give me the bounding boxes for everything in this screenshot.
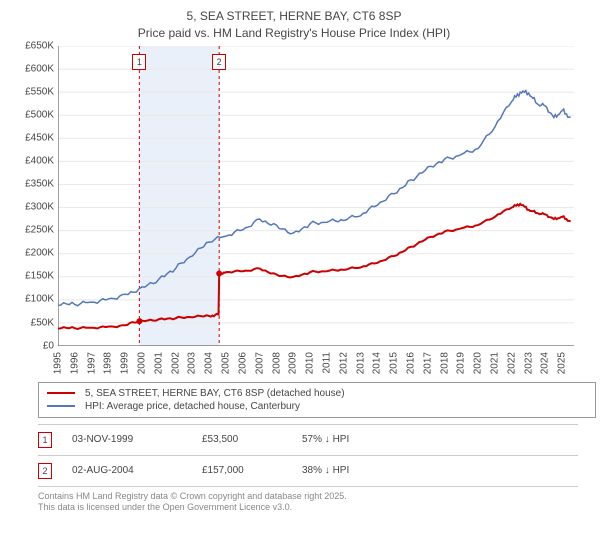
y-tick-label: £550K [25, 86, 54, 97]
y-tick-label: £500K [25, 109, 54, 120]
x-tick-label: 2003 [187, 352, 198, 374]
x-tick-label: 2021 [490, 352, 501, 374]
footer-line2: This data is licensed under the Open Gov… [38, 502, 578, 514]
x-tick-label: 1997 [86, 352, 97, 374]
marker-1: 1 [132, 54, 146, 70]
legend-label: 5, SEA STREET, HERNE BAY, CT6 8SP (detac… [85, 388, 345, 399]
x-tick-label: 2024 [540, 352, 551, 374]
x-tick-label: 2020 [473, 352, 484, 374]
x-tick-label: 2001 [153, 352, 164, 374]
x-tick-label: 1995 [53, 352, 64, 374]
x-tick-label: 2015 [389, 352, 400, 374]
y-tick-label: £250K [25, 225, 54, 236]
x-tick-label: 2019 [456, 352, 467, 374]
annotations-table: 1 03-NOV-1999£53,50057% ↓ HPI 2 02-AUG-2004… [38, 424, 578, 487]
annotation-row: 1 03-NOV-1999£53,50057% ↓ HPI [38, 429, 578, 451]
x-tick-label: 2022 [506, 352, 517, 374]
y-tick-label: £650K [25, 40, 54, 51]
x-tick-label: 1996 [69, 352, 80, 374]
y-tick-label: £100K [25, 294, 54, 305]
annotation-date: 03-NOV-1999 [72, 434, 202, 445]
x-tick-label: 1998 [103, 352, 114, 374]
x-tick-label: 2014 [372, 352, 383, 374]
annotation-delta: 38% ↓ HPI [302, 465, 578, 476]
annotation-row: 2 02-AUG-2004£157,00038% ↓ HPI [38, 460, 578, 482]
footer-line1: Contains HM Land Registry data © Crown c… [38, 491, 578, 503]
y-axis: £0£50K£100K£150K£200K£250K£300K£350K£400… [14, 46, 58, 346]
x-tick-label: 1999 [120, 352, 131, 374]
x-tick-label: 2025 [557, 352, 568, 374]
x-tick-label: 2013 [355, 352, 366, 374]
legend-item: HPI: Average price, detached house, Cant… [47, 400, 587, 413]
x-tick-label: 2017 [422, 352, 433, 374]
marker-2: 2 [212, 54, 226, 70]
x-tick-label: 2004 [204, 352, 215, 374]
title-line1: 5, SEA STREET, HERNE BAY, CT6 8SP [8, 8, 580, 25]
x-tick-label: 2010 [305, 352, 316, 374]
title-line2: Price paid vs. HM Land Registry's House … [8, 25, 580, 42]
chart-svg: 12 [58, 46, 574, 346]
y-tick-label: £50K [31, 317, 54, 328]
legend-label: HPI: Average price, detached house, Cant… [85, 401, 300, 412]
x-axis: 1995199619971998199920002001200220032004… [58, 348, 574, 378]
annotation-date: 02-AUG-2004 [72, 465, 202, 476]
annotation-price: £53,500 [202, 434, 302, 445]
plot-region: 12 [58, 46, 574, 346]
annotation-marker: 2 [38, 463, 52, 479]
footer: Contains HM Land Registry data © Crown c… [38, 491, 578, 514]
y-tick-label: £0 [43, 340, 54, 351]
x-tick-label: 2007 [254, 352, 265, 374]
x-tick-label: 2002 [170, 352, 181, 374]
x-tick-label: 2009 [288, 352, 299, 374]
legend-swatch [47, 392, 75, 394]
y-tick-label: £450K [25, 132, 54, 143]
y-tick-label: £150K [25, 271, 54, 282]
x-tick-label: 2000 [137, 352, 148, 374]
y-tick-label: £200K [25, 248, 54, 259]
x-tick-label: 2006 [237, 352, 248, 374]
y-tick-label: £350K [25, 179, 54, 190]
x-tick-label: 2012 [338, 352, 349, 374]
y-tick-label: £400K [25, 155, 54, 166]
x-tick-label: 2018 [439, 352, 450, 374]
series-line [58, 90, 571, 305]
chart-area: £0 £50K £100K £150K £200K £250K £300K £350K £400… [14, 46, 574, 376]
x-tick-label: 2023 [523, 352, 534, 374]
annotation-price: £157,000 [202, 465, 302, 476]
y-tick-label: £600K [25, 63, 54, 74]
x-tick-label: 2008 [271, 352, 282, 374]
legend-item: 5, SEA STREET, HERNE BAY, CT6 8SP (detac… [47, 387, 587, 400]
x-tick-label: 2005 [221, 352, 232, 374]
annotation-delta: 57% ↓ HPI [302, 434, 578, 445]
legend-swatch [47, 405, 75, 407]
y-tick-label: £300K [25, 202, 54, 213]
legend: 5, SEA STREET, HERNE BAY, CT6 8SP (detac… [38, 382, 596, 418]
x-tick-label: 2011 [321, 352, 332, 374]
chart-title: 5, SEA STREET, HERNE BAY, CT6 8SP Price … [8, 8, 580, 42]
annotation-marker: 1 [38, 432, 52, 448]
x-tick-label: 2016 [405, 352, 416, 374]
